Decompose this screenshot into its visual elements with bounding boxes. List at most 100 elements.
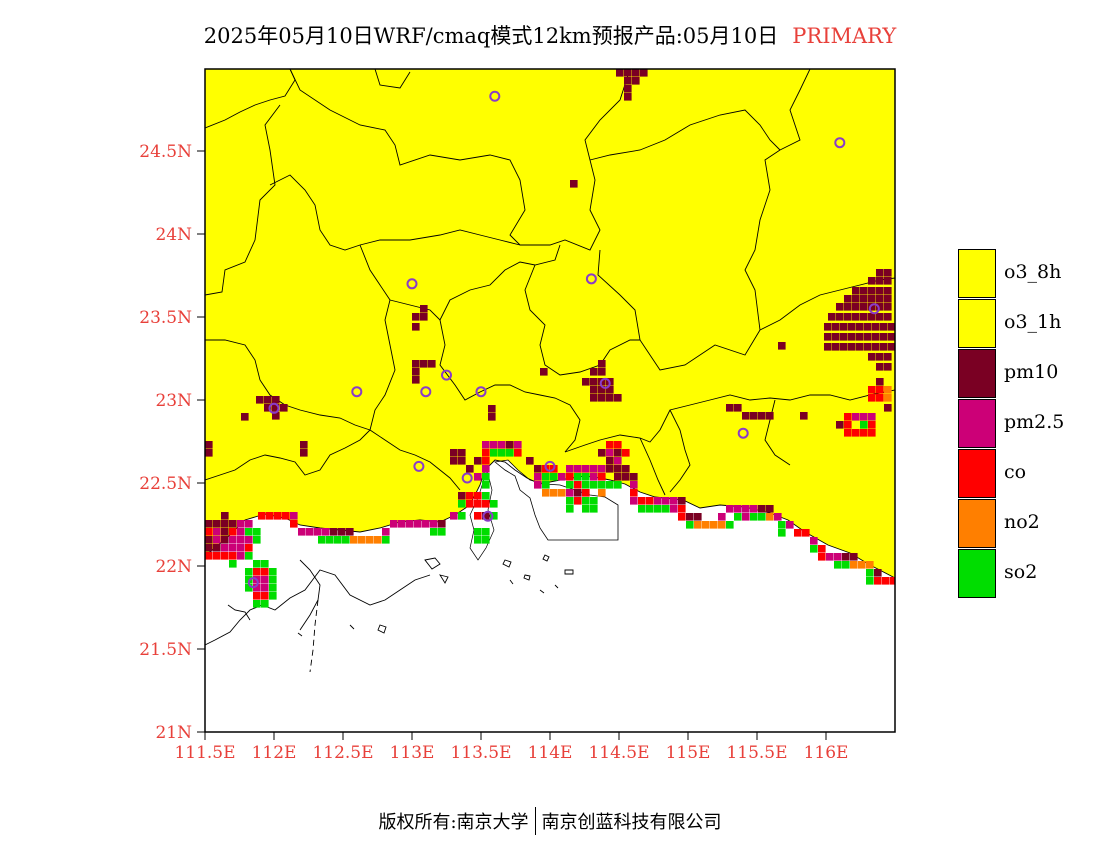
map-plot-area xyxy=(205,69,895,732)
grid-cell xyxy=(269,576,277,584)
grid-cell xyxy=(882,577,890,585)
grid-cell xyxy=(810,537,818,545)
grid-cell xyxy=(338,528,346,536)
grid-cell xyxy=(300,441,308,449)
grid-cell xyxy=(614,449,622,457)
grid-cell xyxy=(606,457,614,465)
grid-cell xyxy=(542,473,550,481)
grid-cell xyxy=(213,552,221,560)
grid-cell xyxy=(574,489,582,497)
grid-cell xyxy=(488,405,496,413)
grid-cell xyxy=(694,521,702,529)
grid-cell xyxy=(844,421,852,429)
grid-cell xyxy=(880,323,888,331)
grid-cell xyxy=(726,404,734,412)
grid-cell xyxy=(624,93,632,101)
grid-cell xyxy=(818,553,826,561)
grid-cell xyxy=(574,473,582,481)
grid-cell xyxy=(574,497,582,505)
legend: o3_8h o3_1h pm10 pm2.5 co no2 so2 xyxy=(958,249,1100,599)
grid-cell xyxy=(290,520,298,528)
grid-cell xyxy=(872,343,880,351)
grid-cell xyxy=(742,505,750,513)
grid-cell xyxy=(237,536,245,544)
grid-cell xyxy=(860,295,868,303)
x-tick-label: 115E xyxy=(666,743,711,763)
pollutant-grid xyxy=(205,69,895,608)
grid-cell xyxy=(412,323,420,331)
grid-cell xyxy=(256,396,264,404)
legend-item-pm25: pm2.5 xyxy=(958,399,1100,449)
grid-cell xyxy=(786,521,794,529)
grid-cell xyxy=(490,512,498,520)
grid-cell xyxy=(300,449,308,457)
grid-cell xyxy=(466,465,474,473)
grid-cell xyxy=(614,465,622,473)
grid-cell xyxy=(590,386,598,394)
grid-cell xyxy=(482,441,490,449)
grid-cell xyxy=(614,394,622,402)
grid-cell xyxy=(662,497,670,505)
grid-cell xyxy=(237,552,245,560)
grid-cell xyxy=(868,295,876,303)
grid-cell xyxy=(850,553,858,561)
grid-cell xyxy=(488,413,496,421)
grid-cell xyxy=(598,386,606,394)
grid-cell xyxy=(734,404,742,412)
grid-cell xyxy=(868,421,876,429)
grid-cell xyxy=(514,441,522,449)
grid-cell xyxy=(450,512,458,520)
legend-item-no2: no2 xyxy=(958,499,1100,549)
grid-cell xyxy=(466,492,474,500)
grid-cell xyxy=(884,394,892,402)
grid-cell xyxy=(860,413,868,421)
grid-cell xyxy=(264,396,272,404)
grid-cell xyxy=(868,386,876,394)
grid-cell xyxy=(374,536,382,544)
grid-cell xyxy=(450,457,458,465)
grid-cell xyxy=(850,561,858,569)
grid-cell xyxy=(884,269,892,277)
grid-cell xyxy=(824,343,832,351)
grid-cell xyxy=(318,536,326,544)
map-title: 2025年05月10日WRF/cmaq模式12km预报产品:05月10日 PRIM… xyxy=(0,20,1100,54)
grid-cell xyxy=(566,481,574,489)
grid-cell xyxy=(848,343,856,351)
grid-cell xyxy=(458,457,466,465)
grid-cell xyxy=(534,465,542,473)
grid-cell xyxy=(868,429,876,437)
x-tick-label: 114E xyxy=(528,743,573,763)
grid-cell xyxy=(888,343,895,351)
grid-cell xyxy=(750,513,758,521)
grid-cell xyxy=(245,544,253,552)
grid-cell xyxy=(654,497,662,505)
grid-cell xyxy=(342,536,350,544)
grid-cell xyxy=(245,520,253,528)
grid-cell xyxy=(836,303,844,311)
grid-cell xyxy=(474,528,482,536)
grid-cell xyxy=(840,333,848,341)
grid-cell xyxy=(844,295,852,303)
grid-cell xyxy=(261,600,269,608)
grid-cell xyxy=(450,449,458,457)
grid-cell xyxy=(864,343,872,351)
grid-cell xyxy=(670,505,678,513)
grid-cell xyxy=(876,363,884,371)
grid-cell xyxy=(598,394,606,402)
y-tick-label: 22.5N xyxy=(139,474,192,494)
grid-cell xyxy=(412,368,420,376)
legend-item-so2: so2 xyxy=(958,549,1100,599)
grid-cell xyxy=(590,497,598,505)
grid-cell xyxy=(534,473,542,481)
city-marker xyxy=(834,137,846,149)
grid-cell xyxy=(237,544,245,552)
grid-cell xyxy=(582,465,590,473)
grid-cell xyxy=(778,529,786,537)
grid-cell xyxy=(734,505,742,513)
grid-cell xyxy=(458,512,466,520)
grid-cell xyxy=(422,520,430,528)
grid-cell xyxy=(606,386,614,394)
grid-cell xyxy=(624,85,632,93)
grid-cell xyxy=(414,520,422,528)
grid-cell xyxy=(474,536,482,544)
